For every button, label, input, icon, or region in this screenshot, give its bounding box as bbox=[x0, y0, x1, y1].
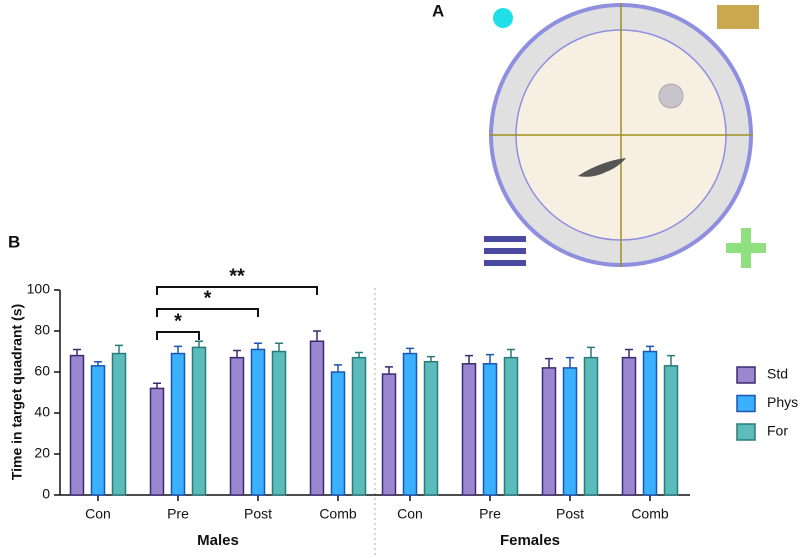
significance-bracket bbox=[156, 308, 259, 317]
x-tick-label: Con bbox=[397, 506, 423, 522]
y-tick-label: 0 bbox=[42, 486, 50, 502]
x-tick-label: Post bbox=[244, 506, 272, 522]
error-bar bbox=[587, 346, 595, 358]
bar bbox=[663, 365, 679, 496]
error-bar bbox=[153, 382, 161, 389]
bar bbox=[402, 352, 418, 496]
significance-bracket bbox=[156, 286, 318, 295]
error-bar bbox=[625, 348, 633, 358]
error-bar bbox=[115, 344, 123, 354]
y-axis-label: Time in target quadrant (s) bbox=[9, 304, 25, 480]
y-tick-label: 80 bbox=[34, 322, 50, 338]
x-tick-label: Con bbox=[85, 506, 111, 522]
x-tick-label: Comb bbox=[631, 506, 669, 522]
error-bar bbox=[385, 366, 393, 375]
error-bar bbox=[195, 340, 203, 348]
bar bbox=[229, 356, 245, 496]
group-label: Females bbox=[500, 532, 560, 549]
bar bbox=[330, 371, 346, 496]
bar bbox=[90, 365, 106, 496]
panel-label: A bbox=[432, 1, 444, 20]
bar bbox=[541, 367, 557, 496]
bar bbox=[111, 352, 127, 496]
bar bbox=[351, 356, 367, 496]
error-bar bbox=[545, 357, 553, 368]
cue-plus bbox=[726, 243, 766, 253]
error-bar bbox=[355, 351, 363, 358]
legend-label: For bbox=[767, 423, 788, 439]
legend-swatch bbox=[736, 394, 756, 413]
bar bbox=[69, 354, 85, 496]
error-bar bbox=[566, 356, 574, 368]
error-bar bbox=[174, 345, 182, 354]
cue-bars bbox=[484, 260, 526, 266]
x-tick-label: Comb bbox=[319, 506, 357, 522]
bar bbox=[461, 363, 477, 496]
y-tick-label: 100 bbox=[27, 281, 51, 297]
bar bbox=[423, 361, 439, 496]
error-bar bbox=[646, 345, 654, 352]
panel-label: B bbox=[8, 232, 20, 251]
y-tick-label: 20 bbox=[34, 445, 50, 461]
rat bbox=[578, 158, 626, 177]
bar bbox=[250, 348, 266, 496]
error-bar bbox=[313, 330, 321, 342]
error-bar bbox=[275, 342, 283, 352]
platform bbox=[658, 83, 684, 109]
bar bbox=[621, 356, 637, 496]
error-bar bbox=[507, 348, 515, 358]
y-tick-label: 60 bbox=[34, 363, 50, 379]
group-label: Males bbox=[197, 532, 239, 549]
bar bbox=[381, 373, 397, 496]
bar bbox=[191, 346, 207, 496]
error-bar bbox=[73, 348, 81, 356]
cue-bars bbox=[484, 248, 526, 254]
bar bbox=[642, 350, 658, 496]
significance-label: * bbox=[204, 287, 212, 309]
x-tick-label: Post bbox=[556, 506, 584, 522]
legend-swatch bbox=[736, 423, 756, 441]
y-tick-label: 40 bbox=[34, 404, 50, 420]
bar bbox=[271, 350, 287, 496]
cue-circle bbox=[493, 8, 513, 28]
error-bar bbox=[486, 353, 494, 364]
bar bbox=[309, 340, 325, 496]
x-tick-label: Pre bbox=[479, 506, 501, 522]
error-bar bbox=[427, 355, 435, 362]
legend-swatch bbox=[736, 366, 756, 384]
legend-label: Phys bbox=[767, 394, 798, 410]
maze-diagram bbox=[484, 3, 766, 268]
significance-bracket bbox=[156, 331, 200, 340]
cue-bars bbox=[484, 236, 526, 242]
cue-rect bbox=[717, 5, 759, 29]
error-bar bbox=[406, 347, 414, 354]
bar bbox=[482, 363, 498, 496]
bar bbox=[562, 367, 578, 496]
legend-label: Std bbox=[767, 366, 788, 382]
error-bar bbox=[254, 342, 262, 350]
error-bar bbox=[94, 361, 102, 366]
error-bar bbox=[233, 349, 241, 358]
error-bar bbox=[667, 354, 675, 366]
error-bar bbox=[334, 364, 342, 372]
error-bar bbox=[465, 354, 473, 364]
bar bbox=[149, 387, 165, 496]
significance-label: ** bbox=[229, 265, 245, 287]
bar bbox=[583, 356, 599, 496]
bar bbox=[503, 356, 519, 496]
significance-label: * bbox=[174, 310, 182, 332]
x-tick-label: Pre bbox=[167, 506, 189, 522]
bar bbox=[170, 352, 186, 496]
